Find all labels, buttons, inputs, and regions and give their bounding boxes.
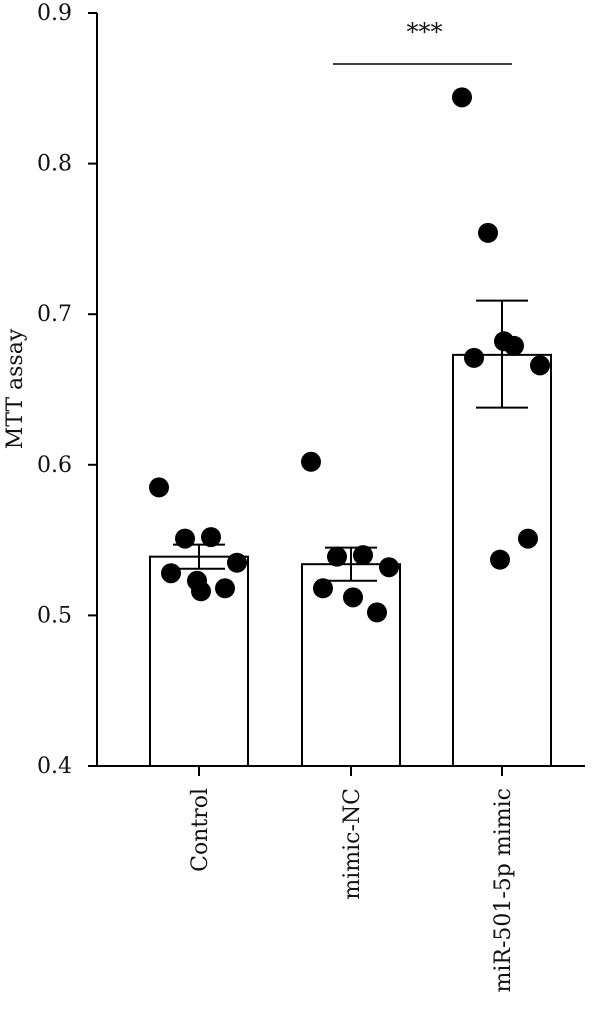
data-point-1-6 bbox=[367, 602, 387, 623]
x-tick-label-1: mimic-NC bbox=[340, 788, 365, 900]
y-tick-label-3: 0.7 bbox=[37, 302, 72, 327]
data-point-0-4 bbox=[161, 563, 181, 584]
data-point-0-3 bbox=[227, 552, 247, 573]
data-point-0-1 bbox=[175, 528, 195, 549]
x-ticks-group: Control mimic-NC miR-501-5p mimic bbox=[188, 766, 516, 993]
data-point-1-4 bbox=[313, 578, 333, 599]
data-points-group bbox=[149, 87, 550, 623]
data-point-2-7 bbox=[490, 549, 510, 570]
data-point-2-6 bbox=[518, 528, 538, 549]
data-point-2-1 bbox=[478, 222, 498, 243]
y-ticks-group: 0.4 0.5 0.6 0.7 0.8 0.9 bbox=[37, 1, 97, 779]
x-tick-label-0: Control bbox=[188, 788, 213, 872]
axes-group bbox=[96, 13, 585, 767]
x-tick-label-2: miR-501-5p mimic bbox=[491, 788, 516, 993]
data-point-2-3 bbox=[530, 355, 550, 376]
data-point-0-6 bbox=[215, 578, 235, 599]
data-point-1-5 bbox=[343, 587, 363, 608]
y-tick-label-5: 0.9 bbox=[37, 1, 72, 26]
data-point-2-0 bbox=[452, 87, 472, 108]
data-point-2-5 bbox=[494, 331, 514, 352]
significance-group: *** bbox=[333, 18, 512, 65]
data-point-1-1 bbox=[327, 546, 347, 567]
data-point-1-3 bbox=[379, 557, 399, 578]
data-point-0-0 bbox=[149, 477, 169, 498]
y-tick-label-0: 0.4 bbox=[37, 754, 72, 779]
y-tick-label-2: 0.6 bbox=[37, 453, 72, 478]
y-axis-title: MTT assay bbox=[3, 328, 28, 449]
data-point-1-2 bbox=[353, 545, 373, 566]
data-point-0-2 bbox=[201, 527, 221, 548]
data-point-0-7 bbox=[187, 570, 207, 591]
y-tick-label-4: 0.8 bbox=[37, 152, 72, 177]
data-point-2-4 bbox=[464, 347, 484, 368]
significance-label: *** bbox=[407, 18, 443, 46]
y-tick-label-1: 0.5 bbox=[37, 603, 72, 628]
data-point-1-0 bbox=[301, 451, 321, 472]
